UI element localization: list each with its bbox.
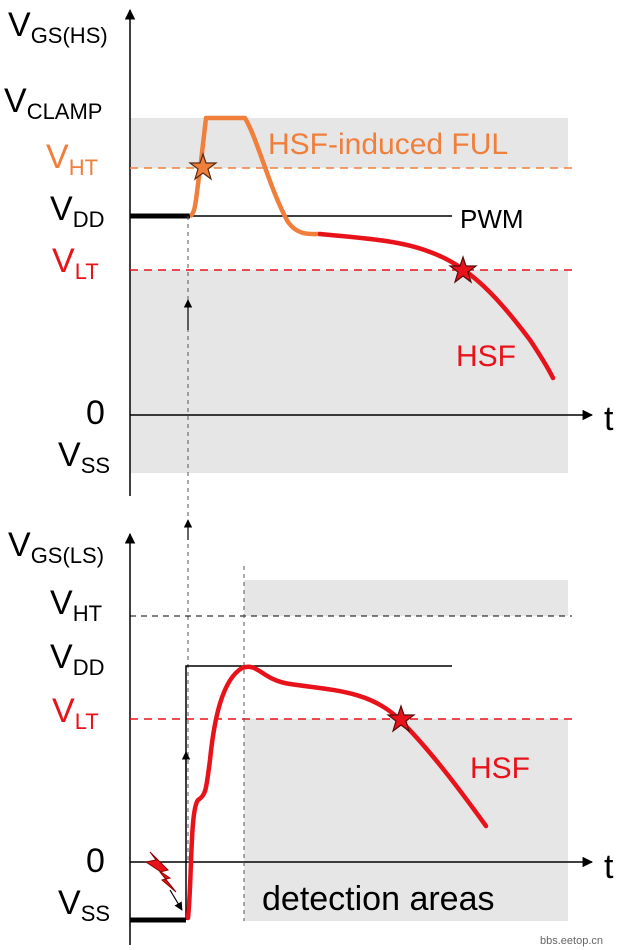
bottom-red-star-icon (386, 704, 416, 733)
top-y-axis-label: VGS(HS) (8, 6, 108, 48)
bottom-t-label: t (604, 848, 614, 886)
top-vss-label: VSS (58, 436, 110, 478)
bottom-lower-detection-area (244, 719, 568, 921)
lightning-bolt-tail (169, 889, 183, 911)
top-vlt-label: VLT (52, 242, 99, 284)
top-panel: VGS(HS) VCLAMP VHT VDD VLT 0 VSS t HSF-i… (4, 6, 614, 860)
top-orange-star-icon (188, 152, 218, 181)
top-lower-detection-area (130, 270, 568, 473)
top-vht-label: VHT (46, 138, 98, 180)
bottom-panel: VGS(LS) VHT VDD VLT 0 VSS t HSF detectio… (8, 526, 614, 945)
top-t-label: t (604, 400, 614, 438)
bottom-zero-label: 0 (86, 842, 105, 880)
bottom-vlt-label: VLT (52, 692, 99, 734)
bottom-upper-detection-area (244, 580, 568, 616)
top-red-star-icon (448, 255, 478, 284)
bottom-vht-label: VHT (50, 584, 102, 626)
bottom-y-axis-label: VGS(LS) (8, 526, 104, 568)
top-ful-orange-curve (188, 115, 321, 237)
top-ful-label: HSF-induced FUL (268, 128, 508, 161)
top-vdd-label: VDD (50, 190, 104, 232)
top-vclamp-label: VCLAMP (4, 82, 102, 124)
top-hsf-label: HSF (456, 340, 516, 373)
lightning-bolt-icon (144, 851, 177, 893)
bottom-detection-areas-label: detection areas (262, 880, 495, 918)
bottom-hsf-label: HSF (470, 752, 530, 785)
top-pwm-label: PWM (460, 204, 524, 234)
bottom-vdd-label: VDD (50, 638, 104, 680)
watermark: bbs.eetop.cn (540, 935, 603, 947)
bottom-vss-label: VSS (58, 884, 110, 926)
top-zero-label: 0 (86, 394, 105, 432)
top-hsf-red-curve (317, 231, 556, 381)
bottom-pwm-line (185, 665, 452, 920)
